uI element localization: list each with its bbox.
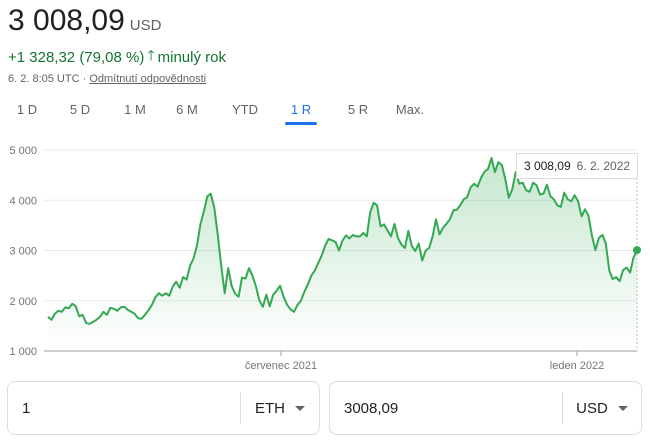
price-header: 3 008,09 USD — [8, 2, 161, 40]
x-tick-label: červenec 2021 — [245, 360, 317, 372]
change-period: minulý rok — [157, 48, 226, 66]
converter-divider — [562, 392, 563, 424]
price-change-row: +1 328,32 (79,08 %) 🡑 minulý rok — [8, 45, 226, 69]
y-tick-label: 1 000 — [9, 346, 37, 358]
to-amount-input[interactable]: 3008,09 — [344, 399, 399, 417]
price-line — [47, 157, 638, 325]
tab-1r[interactable]: 1 R — [285, 98, 317, 125]
chevron-down-icon — [617, 405, 628, 411]
price-change: +1 328,32 (79,08 %) — [8, 48, 145, 66]
current-price: 3 008,09 — [8, 4, 125, 37]
tab-ytd[interactable]: YTD — [232, 102, 258, 117]
y-tick-label: 5 000 — [9, 145, 37, 157]
price-chart[interactable]: 5 000 4 000 3 000 2 000 1 000 červenec 2021 l… — [0, 140, 650, 380]
converter-from: 1 ETH — [7, 381, 320, 435]
to-currency-select[interactable]: USD — [563, 400, 641, 417]
tab-5r[interactable]: 5 R — [347, 102, 369, 117]
timestamp-row: 6. 2. 8:05 UTC · Odmítnutí odpovědnosti — [8, 73, 206, 85]
disclaimer-link[interactable]: Odmítnutí odpovědnosti — [89, 73, 207, 85]
from-amount-input[interactable]: 1 — [22, 399, 31, 417]
tooltip-date: 6. 2. 2022 — [576, 159, 631, 173]
arrow-up-icon: 🡑 — [147, 47, 155, 63]
chevron-down-icon — [295, 405, 305, 411]
x-tick-label: leden 2022 — [550, 360, 604, 372]
y-tick-label: 3 000 — [9, 246, 37, 258]
tab-1m[interactable]: 1 M — [124, 102, 146, 117]
tab-1d[interactable]: 1 D — [16, 102, 38, 117]
tooltip-value: 3 008,09 — [523, 159, 571, 173]
from-currency-select[interactable]: ETH — [241, 400, 319, 417]
y-tick-label: 2 000 — [9, 296, 37, 308]
price-currency: USD — [129, 17, 162, 34]
timestamp: 6. 2. 8:05 UTC · — [8, 73, 90, 85]
converter-to: 3008,09 USD — [329, 381, 642, 435]
price-area-fill — [48, 158, 637, 351]
to-currency-label: USD — [576, 399, 608, 417]
current-point-marker — [633, 246, 641, 255]
range-tabs: 1 D 5 D 1 M 6 M YTD 1 R 5 R Max. — [0, 98, 426, 125]
tab-5d[interactable]: 5 D — [69, 102, 91, 117]
y-tick-label: 4 000 — [9, 195, 37, 207]
from-currency-label: ETH — [255, 399, 285, 417]
tab-max[interactable]: Max. — [395, 102, 425, 117]
tab-6m[interactable]: 6 M — [176, 102, 198, 117]
chart-tooltip: 3 008,09 6. 2. 2022 — [516, 153, 638, 179]
converter-divider — [240, 392, 241, 424]
